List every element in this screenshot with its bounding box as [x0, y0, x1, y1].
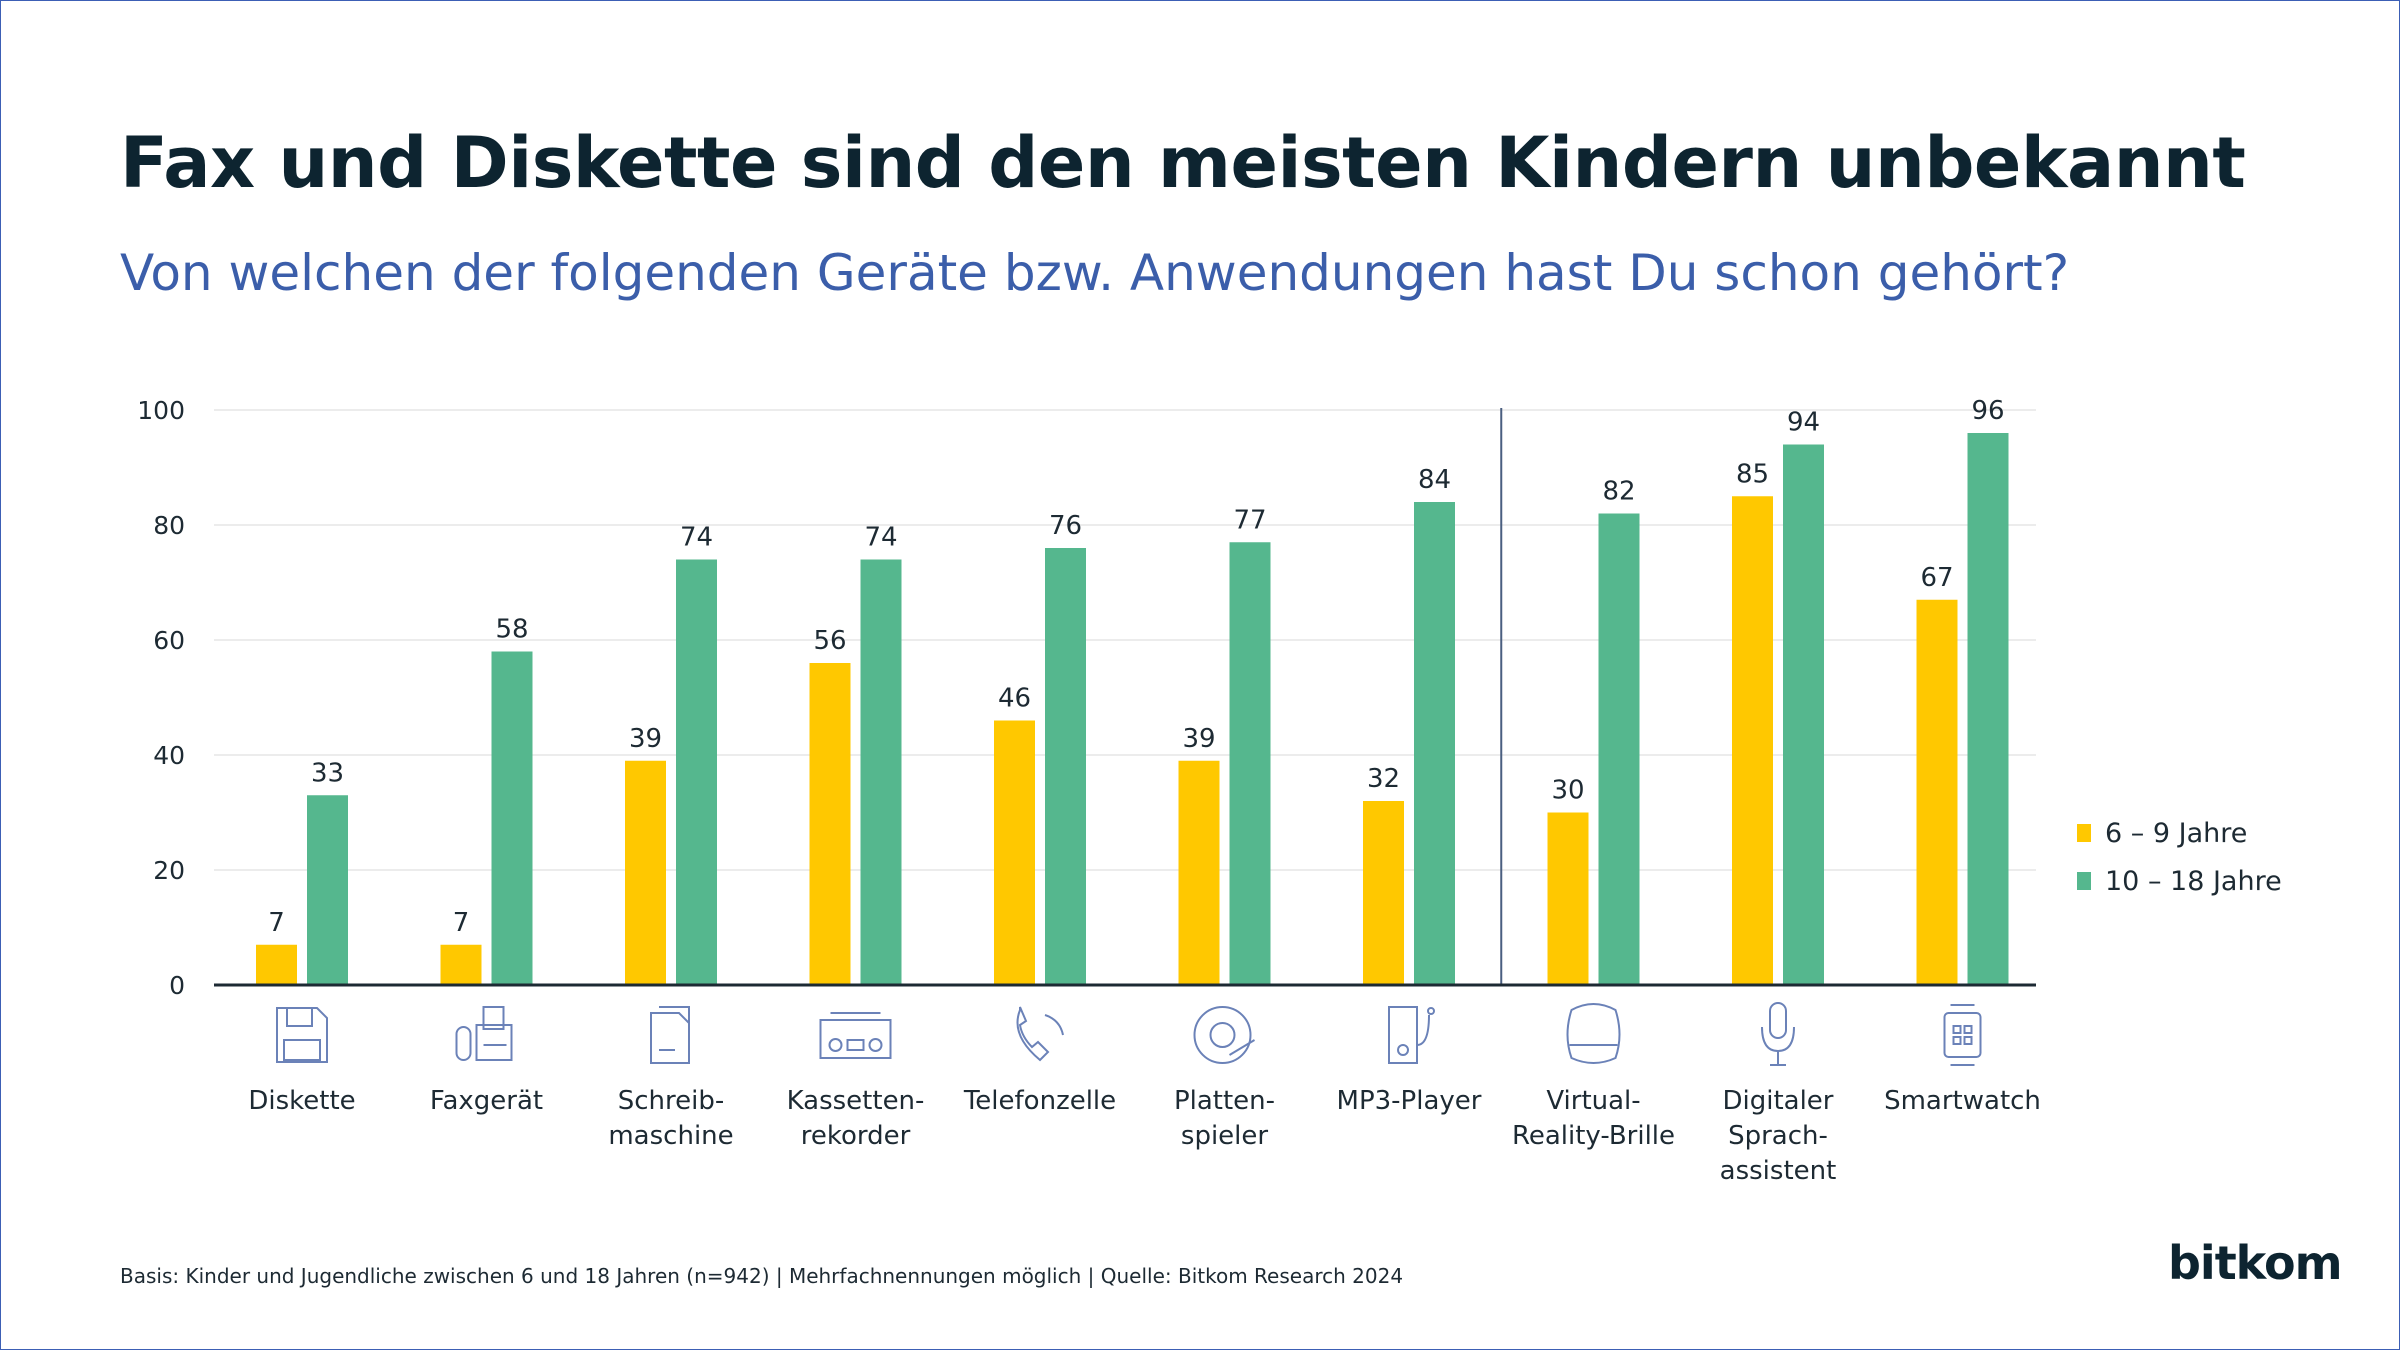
bar-10-18	[491, 651, 533, 985]
bar-6-9	[440, 944, 482, 985]
bar-6-9	[1363, 801, 1404, 985]
category-label: Digitaler	[1722, 1086, 1833, 1116]
data-label: 74	[680, 523, 713, 553]
data-label: 77	[1233, 505, 1266, 535]
y-tick-label: 20	[153, 856, 185, 885]
bar-10-18	[1414, 502, 1455, 985]
data-label: 85	[1736, 459, 1769, 489]
bar-6-9	[809, 663, 851, 985]
record-player-icon	[1193, 1006, 1256, 1064]
category-label: spieler	[1181, 1121, 1268, 1151]
phone-icon	[1016, 1006, 1064, 1062]
legend-swatch	[2077, 872, 2091, 890]
bitkom-logo: bitkom	[2168, 1236, 2343, 1290]
microphone-icon	[1761, 1002, 1795, 1066]
bar-6-9	[625, 760, 666, 985]
category-label: rekorder	[801, 1121, 911, 1151]
data-label: 58	[495, 615, 528, 645]
chart-subtitle: Von welchen der folgenden Geräte bzw. An…	[120, 244, 2070, 302]
category-label: Kassetten-	[787, 1086, 925, 1116]
category-label: Faxgerät	[430, 1086, 543, 1116]
category-label: Diskette	[248, 1086, 355, 1116]
data-label: 84	[1418, 465, 1451, 495]
bar-6-9	[994, 720, 1035, 985]
data-label: 33	[311, 758, 344, 788]
bar-10-18	[676, 559, 717, 985]
cassette-recorder-icon	[819, 1012, 892, 1059]
category-label: Smartwatch	[1884, 1086, 2041, 1116]
data-label: 32	[1367, 764, 1400, 794]
vr-headset-icon	[1566, 1003, 1621, 1064]
data-label: 74	[864, 523, 897, 553]
bar-10-18	[307, 795, 348, 985]
bar-6-9	[1916, 599, 1958, 985]
source-footnote: Basis: Kinder und Jugendliche zwischen 6…	[120, 1264, 1404, 1288]
category-label: Platten-	[1174, 1086, 1275, 1116]
typewriter-document-icon	[650, 1006, 690, 1064]
bar-6-9	[1547, 812, 1589, 985]
legend-swatch	[2077, 824, 2091, 842]
category-label: MP3-Player	[1337, 1086, 1482, 1116]
bar-6-9	[1178, 760, 1220, 985]
category-label: Virtual-	[1546, 1086, 1640, 1116]
data-label: 7	[268, 908, 285, 938]
bar-10-18	[1783, 444, 1824, 985]
category-label: Telefonzelle	[963, 1086, 1116, 1116]
legend-label: 6 – 9 Jahre	[2105, 818, 2247, 849]
category-label: assistent	[1720, 1156, 1837, 1186]
data-label: 46	[998, 684, 1031, 714]
data-label: 39	[629, 724, 662, 754]
bar-10-18	[860, 559, 902, 985]
smartwatch-icon	[1943, 1004, 1982, 1066]
y-tick-label: 80	[153, 511, 185, 540]
bar-10-18	[1967, 433, 2009, 985]
floppy-disk-icon	[276, 1007, 328, 1063]
category-label: Reality-Brille	[1512, 1121, 1675, 1151]
data-label: 82	[1602, 477, 1635, 507]
mp3-player-icon	[1388, 1006, 1435, 1064]
legend-label: 10 – 18 Jahre	[2105, 866, 2282, 897]
data-label: 96	[1971, 396, 2004, 426]
bar-10-18	[1045, 548, 1086, 985]
chart-title: Fax und Diskette sind den meisten Kinder…	[120, 122, 2246, 204]
data-label: 67	[1920, 563, 1953, 593]
bar-6-9	[256, 944, 297, 985]
y-tick-label: 40	[153, 741, 185, 770]
data-label: 30	[1551, 776, 1584, 806]
bar-6-9	[1732, 496, 1773, 985]
y-tick-label: 100	[137, 396, 185, 425]
category-label: Schreib-	[618, 1086, 725, 1116]
category-label: maschine	[608, 1121, 733, 1151]
fax-icon	[455, 1006, 513, 1061]
data-label: 39	[1182, 724, 1215, 754]
y-tick-label: 60	[153, 626, 185, 655]
data-label: 76	[1049, 511, 1082, 541]
bar-10-18	[1598, 513, 1640, 985]
y-tick-label: 0	[169, 971, 185, 1000]
category-label: Sprach-	[1728, 1121, 1828, 1151]
data-label: 7	[453, 908, 470, 938]
data-label: 56	[813, 626, 846, 656]
data-label: 94	[1787, 408, 1820, 438]
bar-10-18	[1229, 542, 1271, 985]
